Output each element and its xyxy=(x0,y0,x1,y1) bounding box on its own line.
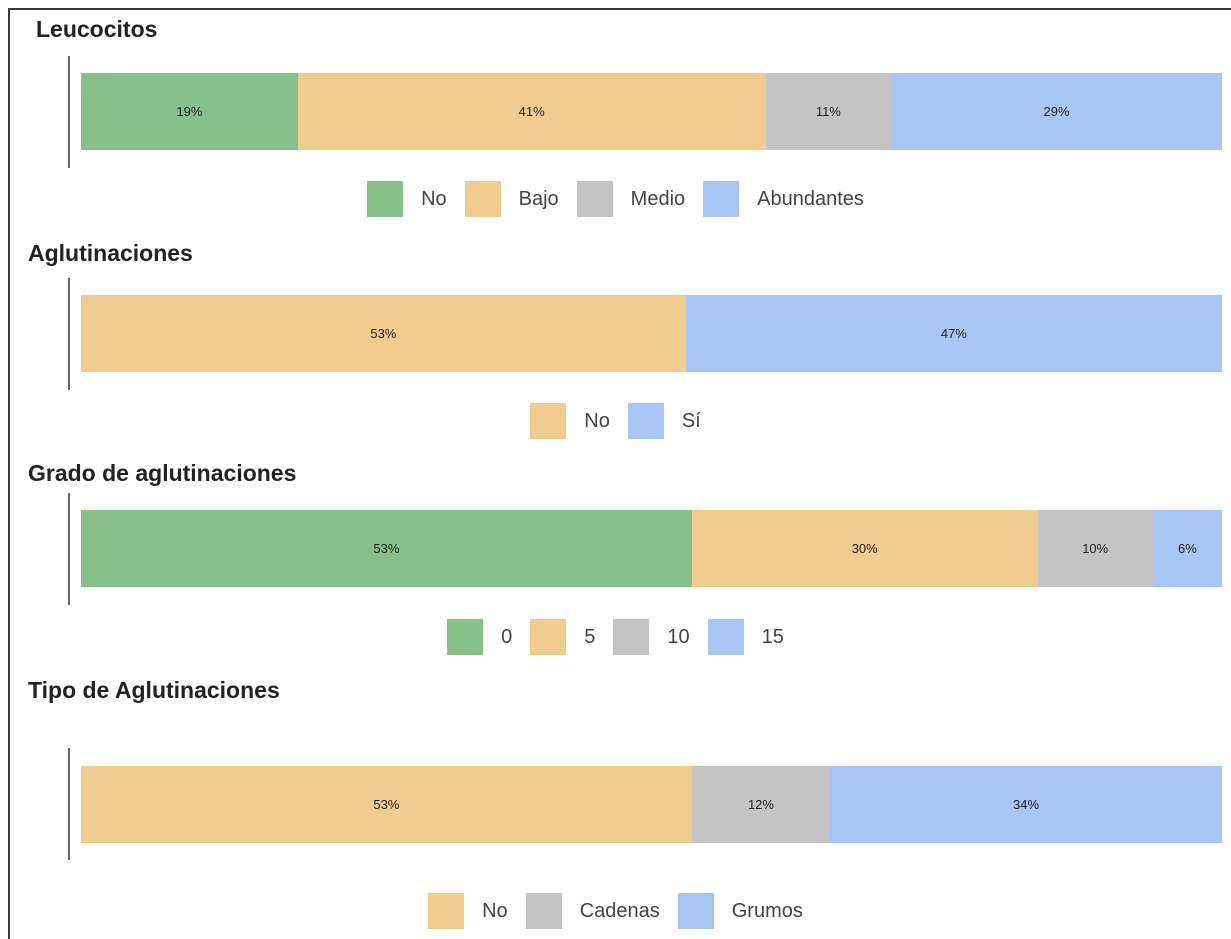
legend-swatch xyxy=(464,181,501,217)
legend-swatch xyxy=(576,181,613,217)
legend-swatch xyxy=(627,403,664,439)
legend-label: Sí xyxy=(681,409,701,432)
legend-item-no: No xyxy=(428,893,508,929)
legend-swatch xyxy=(707,619,744,655)
legend: No Bajo Medio Abundantes xyxy=(0,181,1231,217)
stacked-bar: 19% 41% 11% 29% xyxy=(81,73,1222,150)
stacked-bar: 53% 30% 10% 6% xyxy=(81,510,1222,587)
legend-item-si: Sí xyxy=(627,403,701,439)
bar-segment-si: 47% xyxy=(685,295,1222,372)
legend-item-no: No xyxy=(367,181,447,217)
legend-swatch xyxy=(447,619,484,655)
chart-grado-aglutinaciones: Grado de aglutinaciones 53% 30% 10% 6% 0 5 10… xyxy=(0,460,1231,655)
data-label: 30% xyxy=(851,541,878,556)
chart-title: Leucocitos xyxy=(36,16,158,42)
legend-label: Bajo xyxy=(518,187,559,210)
data-label: 12% xyxy=(747,797,774,812)
legend-item-10: 10 xyxy=(613,619,690,655)
legend-swatch xyxy=(703,181,740,217)
data-label: 19% xyxy=(176,104,203,119)
legend-swatch xyxy=(530,403,567,439)
legend-label: Cadenas xyxy=(579,899,660,922)
legend-item-5: 5 xyxy=(530,619,595,655)
figure-frame xyxy=(8,8,1231,939)
legend-item-bajo: Bajo xyxy=(464,181,559,217)
chart-leucocitos: Leucocitos 19% 41% 11% 29% No Bajo Medio Abund… xyxy=(0,0,1231,230)
stacked-bar: 53% 12% 34% xyxy=(81,766,1222,843)
data-label: 53% xyxy=(373,541,400,556)
legend-label: 5 xyxy=(584,625,596,648)
bar-segment-cadenas: 12% xyxy=(691,766,831,843)
legend-item-abundantes: Abundantes xyxy=(703,181,864,217)
bar-segment-abundantes: 29% xyxy=(891,73,1222,150)
chart-aglutinaciones: Aglutinaciones 53% 47% No Sí xyxy=(0,0,1231,460)
legend-label: 15 xyxy=(761,625,784,648)
legend-item-no: No xyxy=(530,403,610,439)
bar-segment-0: 53% xyxy=(81,510,692,587)
bar-segment-15: 6% xyxy=(1152,510,1222,587)
data-label: 53% xyxy=(373,797,400,812)
data-label: 29% xyxy=(1043,104,1070,119)
legend: No Sí xyxy=(0,403,1231,439)
data-label: 47% xyxy=(940,326,967,341)
bar-segment-5: 30% xyxy=(691,510,1038,587)
legend-item-cadenas: Cadenas xyxy=(525,893,660,929)
legend-item-medio: Medio xyxy=(576,181,686,217)
y-axis-line xyxy=(68,493,70,605)
legend-swatch xyxy=(428,893,465,929)
chart-title: Aglutinaciones xyxy=(28,240,193,266)
chart-title: Tipo de Aglutinaciones xyxy=(28,677,280,703)
legend-label: Medio xyxy=(630,187,686,210)
y-axis-line xyxy=(68,748,70,860)
legend-label: No xyxy=(584,409,610,432)
legend-item-15: 15 xyxy=(707,619,784,655)
data-label: 34% xyxy=(1013,797,1040,812)
bar-segment-no: 53% xyxy=(81,766,692,843)
legend-swatch xyxy=(677,893,714,929)
legend: 0 5 10 15 xyxy=(0,619,1231,655)
legend-label: No xyxy=(421,187,447,210)
data-label: 10% xyxy=(1082,541,1109,556)
legend-label: No xyxy=(482,899,508,922)
data-label: 53% xyxy=(370,326,397,341)
bar-segment-bajo: 41% xyxy=(297,73,766,150)
y-axis-line xyxy=(68,278,70,390)
legend-label: 0 xyxy=(501,625,513,648)
bar-segment-grumos: 34% xyxy=(830,766,1222,843)
y-axis-line xyxy=(68,56,70,168)
data-label: 41% xyxy=(518,104,545,119)
legend-swatch xyxy=(613,619,650,655)
legend: No Cadenas Grumos xyxy=(0,893,1231,929)
stacked-bar: 53% 47% xyxy=(81,295,1222,372)
chart-title: Grado de aglutinaciones xyxy=(28,460,297,486)
bar-segment-no: 19% xyxy=(81,73,298,150)
legend-swatch xyxy=(530,619,567,655)
legend-label: 10 xyxy=(667,625,690,648)
legend-swatch xyxy=(525,893,562,929)
legend-item-grumos: Grumos xyxy=(677,893,803,929)
data-label: 11% xyxy=(815,104,841,119)
bar-segment-10: 10% xyxy=(1037,510,1153,587)
legend-label: Abundantes xyxy=(757,187,864,210)
legend-swatch xyxy=(367,181,404,217)
legend-item-0: 0 xyxy=(447,619,512,655)
bar-segment-no: 53% xyxy=(81,295,686,372)
legend-label: Grumos xyxy=(731,899,803,922)
data-label: 6% xyxy=(1178,541,1197,556)
bar-segment-medio: 11% xyxy=(765,73,892,150)
